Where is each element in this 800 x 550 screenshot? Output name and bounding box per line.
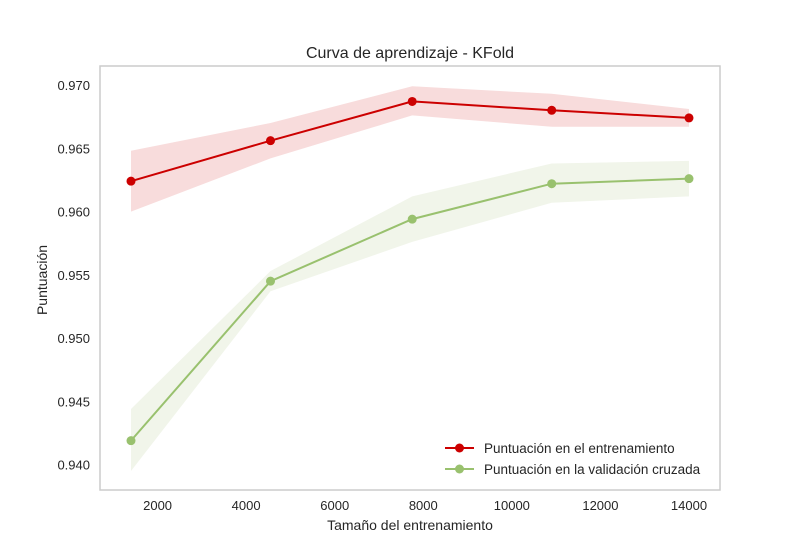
x-tick-label: 4000 bbox=[232, 498, 261, 513]
x-tick-label: 2000 bbox=[143, 498, 172, 513]
series-2-point bbox=[407, 214, 417, 224]
series-lines bbox=[126, 96, 694, 446]
series-1-point bbox=[266, 136, 275, 146]
series-1-point bbox=[407, 96, 417, 106]
x-axis-ticks: 2000 4000 6000 8000 10000 12000 14000 bbox=[143, 498, 707, 513]
y-tick-label: 0.970 bbox=[57, 78, 90, 93]
y-axis-label: Puntuación bbox=[34, 245, 50, 315]
x-tick-label: 12000 bbox=[582, 498, 618, 513]
x-tick-label: 8000 bbox=[409, 498, 438, 513]
series-1-band bbox=[131, 86, 689, 212]
y-tick-label: 0.960 bbox=[57, 205, 90, 220]
legend: Puntuación en el entrenamiento Puntuación… bbox=[445, 441, 701, 477]
series-2-point bbox=[684, 174, 694, 184]
x-tick-label: 6000 bbox=[320, 498, 349, 513]
series-2-point bbox=[266, 276, 275, 286]
y-tick-label: 0.940 bbox=[57, 458, 90, 473]
y-tick-label: 0.955 bbox=[57, 268, 90, 283]
y-tick-label: 0.945 bbox=[57, 394, 90, 409]
legend-swatch-marker bbox=[455, 443, 464, 453]
plot-frame bbox=[99, 65, 721, 491]
y-tick-label: 0.950 bbox=[57, 331, 90, 346]
x-tick-label: 10000 bbox=[494, 498, 530, 513]
series-2-point bbox=[547, 179, 557, 189]
x-axis-label: Tamaño del entrenamiento bbox=[327, 517, 493, 533]
series-2-point bbox=[126, 436, 136, 446]
series-1-point bbox=[126, 176, 136, 186]
legend-swatch-marker bbox=[455, 464, 464, 474]
legend-label: Puntuación en la validación cruzada bbox=[484, 462, 701, 477]
chart-title: Curva de aprendizaje - KFold bbox=[306, 45, 514, 62]
x-tick-label: 14000 bbox=[671, 498, 707, 513]
series-1-point bbox=[684, 113, 694, 123]
series-1-point bbox=[547, 105, 557, 115]
plot-area bbox=[99, 65, 721, 491]
y-tick-label: 0.965 bbox=[57, 141, 90, 156]
legend-label: Puntuación en el entrenamiento bbox=[484, 441, 675, 456]
y-axis-ticks: 0.940 0.945 0.950 0.955 0.960 0.965 0.970 bbox=[57, 78, 90, 473]
